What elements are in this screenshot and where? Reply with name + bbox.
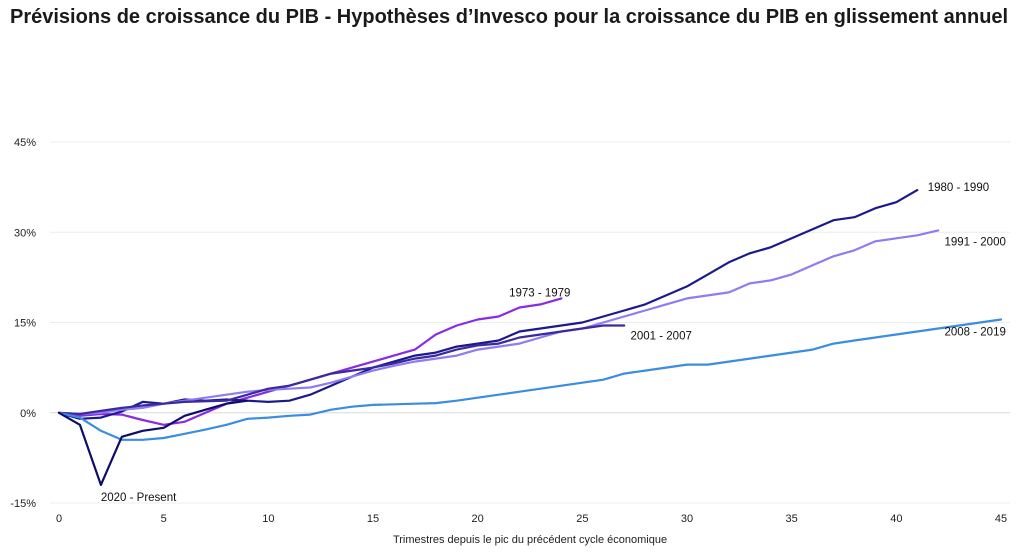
y-tick-label: 15% bbox=[14, 318, 36, 330]
y-tick-label: 30% bbox=[14, 227, 36, 239]
y-tick-label: 0% bbox=[20, 408, 36, 420]
series-label: 1980 - 1990 bbox=[928, 182, 989, 194]
x-tick-label: 45 bbox=[995, 513, 1007, 525]
series-lines bbox=[57, 189, 1003, 486]
x-tick-label: 0 bbox=[56, 513, 62, 525]
series-labels: 1973 - 1979 1980 - 1990 1991 - 2000 2001 - … bbox=[101, 182, 1006, 504]
series-label: 2001 - 2007 bbox=[630, 331, 691, 343]
x-tick-label: 15 bbox=[367, 513, 379, 525]
chart-title: Prévisions de croissance du PIB - Hypoth… bbox=[10, 6, 1009, 28]
x-axis-ticks: 0 5 10 15 20 25 30 35 40 45 bbox=[56, 513, 1007, 525]
x-tick-label: 30 bbox=[681, 513, 693, 525]
y-tick-label: -15% bbox=[10, 498, 36, 510]
y-axis-ticks: 45% 30% 15% 0% -15% bbox=[10, 137, 36, 510]
y-tick-label: 45% bbox=[14, 137, 36, 149]
series-line-2008-2019 bbox=[57, 318, 1003, 441]
x-tick-label: 35 bbox=[786, 513, 798, 525]
series-line-1980-1990 bbox=[57, 189, 919, 420]
gridlines bbox=[50, 141, 1010, 504]
x-tick-label: 25 bbox=[576, 513, 588, 525]
series-label: 2020 - Present bbox=[101, 492, 177, 504]
series-label: 1973 - 1979 bbox=[509, 287, 570, 299]
series-label: 2008 - 2019 bbox=[944, 327, 1005, 339]
series-label: 1991 - 2000 bbox=[944, 236, 1005, 248]
series-line-2001-2007 bbox=[57, 324, 626, 416]
x-tick-label: 20 bbox=[472, 513, 484, 525]
series-line-1991-2000 bbox=[57, 229, 940, 416]
x-tick-label: 5 bbox=[161, 513, 167, 525]
x-tick-label: 10 bbox=[262, 513, 274, 525]
x-axis-label: Trimestres depuis le pic du précédent cy… bbox=[393, 534, 667, 546]
x-tick-label: 40 bbox=[890, 513, 902, 525]
series-line-2020-present bbox=[57, 399, 249, 486]
